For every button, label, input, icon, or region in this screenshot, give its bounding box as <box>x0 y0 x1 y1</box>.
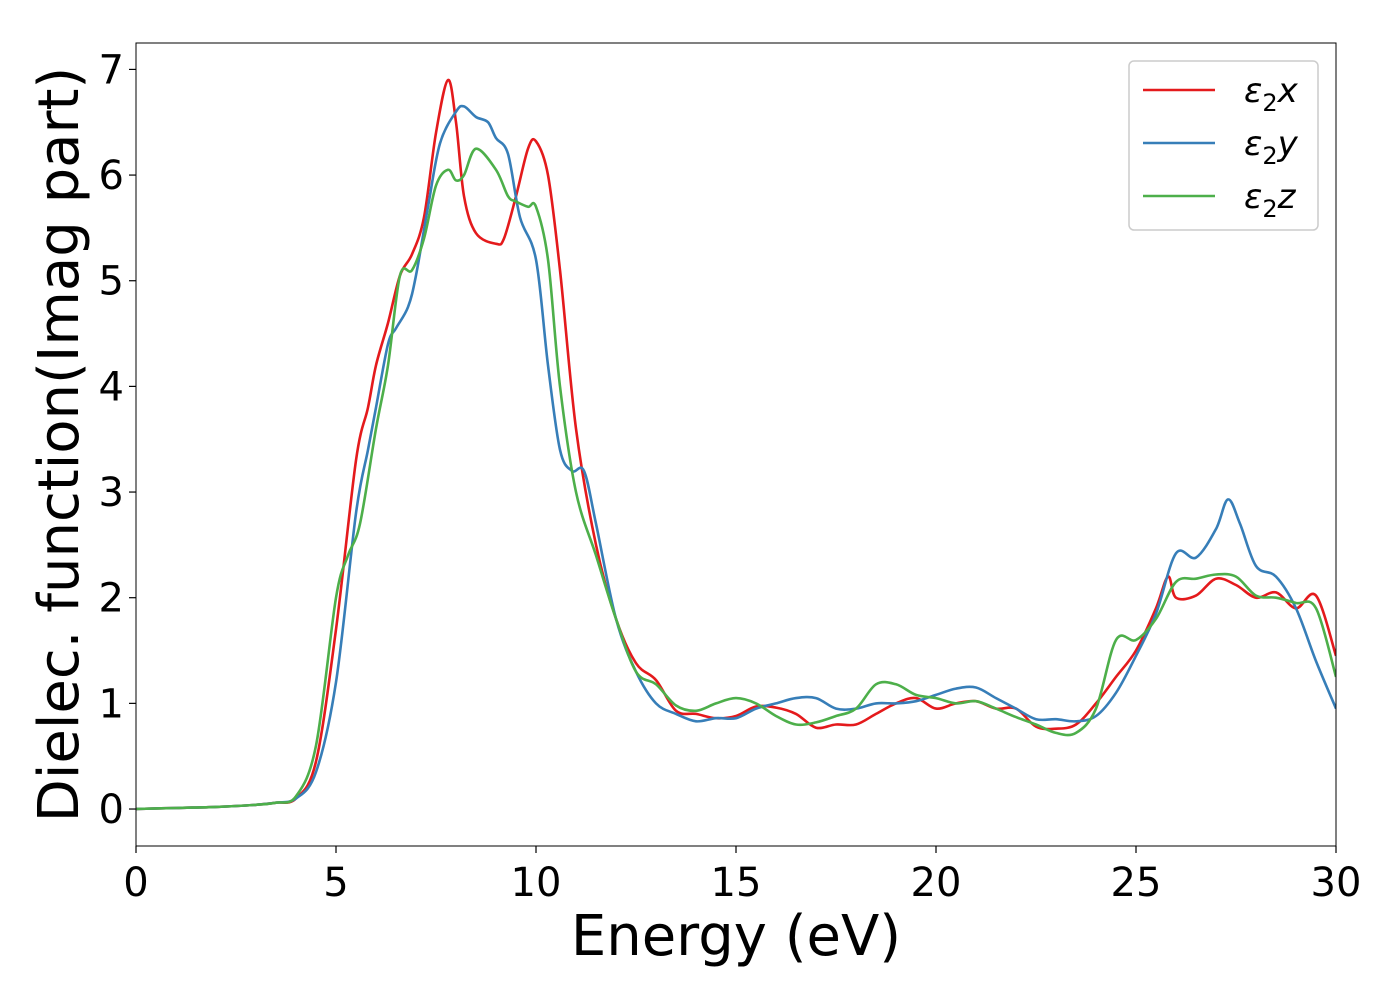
y-tick-label: 1 <box>99 681 124 727</box>
series-line-y <box>136 104 1336 811</box>
y-axis: 0 1 2 3 4 5 6 7 <box>99 47 136 833</box>
legend: ε2x ε2y ε2z <box>1128 60 1319 231</box>
legend-label-x: ε2x <box>1244 71 1299 117</box>
x-tick-label: 15 <box>711 860 762 906</box>
series-line-x <box>136 78 1336 811</box>
y-axis-title: Dielec. function(Imag part) <box>27 67 92 823</box>
x-axis: 0 5 10 15 20 25 30 <box>123 846 1361 906</box>
y-tick-label: 2 <box>99 576 124 622</box>
y-tick-label: 6 <box>99 153 124 199</box>
x-tick-label: 0 <box>123 860 148 906</box>
legend-label-y: ε2y <box>1244 124 1299 170</box>
legend-label-z: ε2z <box>1244 177 1297 223</box>
x-tick-label: 5 <box>323 860 348 906</box>
y-tick-label: 7 <box>99 47 124 93</box>
x-tick-label: 10 <box>511 860 562 906</box>
y-tick-label: 0 <box>99 787 124 833</box>
x-axis-title: Energy (eV) <box>571 904 901 969</box>
x-tick-label: 30 <box>1311 860 1362 906</box>
y-tick-label: 3 <box>99 470 124 516</box>
x-tick-label: 20 <box>911 860 962 906</box>
x-tick-label: 25 <box>1111 860 1162 906</box>
plot-lines <box>136 78 1336 811</box>
y-tick-label: 5 <box>99 259 124 305</box>
legend-box <box>1128 60 1319 231</box>
y-tick-label: 4 <box>99 364 124 410</box>
series-line-z <box>136 147 1336 811</box>
